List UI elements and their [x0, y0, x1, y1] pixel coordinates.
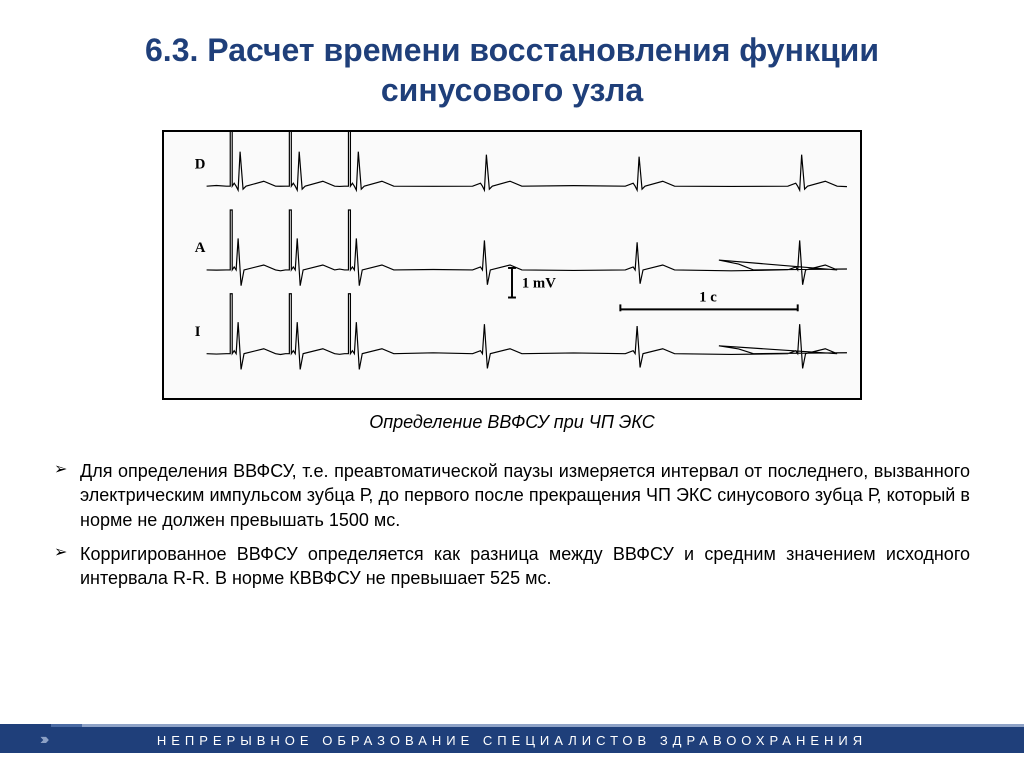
slide-title: 6.3. Расчет времени восстановления функц…	[50, 30, 974, 110]
bullet-list: Для определения ВВФСУ, т.е. преавтоматич…	[50, 459, 974, 600]
chevron-icon: ››››	[40, 731, 45, 749]
svg-text:I: I	[195, 324, 201, 340]
ecg-svg: D A I 1 mV 1 c	[164, 132, 860, 398]
footer-text: НЕПРЕРЫВНОЕ ОБРАЗОВАНИЕ СПЕЦИАЛИСТОВ ЗДР…	[157, 733, 867, 748]
svg-text:1 c: 1 c	[699, 289, 717, 305]
slide: 6.3. Расчет времени восстановления функц…	[0, 0, 1024, 767]
svg-text:A: A	[195, 240, 206, 256]
footer-bar: ›››› НЕПРЕРЫВНОЕ ОБРАЗОВАНИЕ СПЕЦИАЛИСТО…	[0, 727, 1024, 753]
bullet-item: Для определения ВВФСУ, т.е. преавтоматич…	[54, 459, 970, 532]
chart-caption: Определение ВВФСУ при ЧП ЭКС	[50, 412, 974, 433]
svg-text:1 mV: 1 mV	[522, 276, 556, 292]
bullet-item: Корригированное ВВФСУ определяется как р…	[54, 542, 970, 591]
svg-text:D: D	[195, 156, 206, 172]
ecg-chart: D A I 1 mV 1 c	[162, 130, 862, 400]
